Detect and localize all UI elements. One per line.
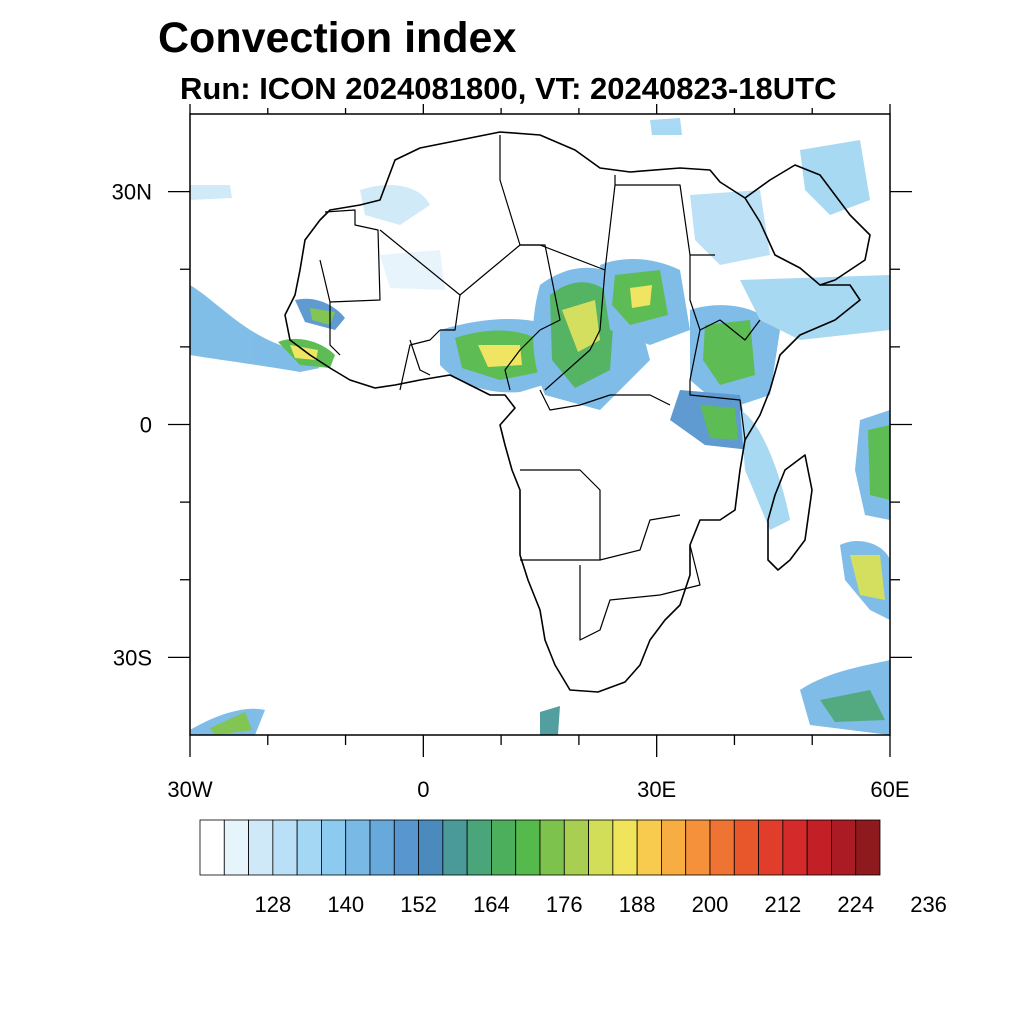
colorbar-swatch [612, 819, 638, 876]
colorbar-swatch [223, 819, 249, 876]
colorbar-label: 188 [619, 892, 656, 917]
chart-title: Convection index [158, 14, 517, 62]
colorbar-swatch [855, 819, 881, 876]
colorbar-swatch [248, 819, 274, 876]
colorbar-swatch [806, 819, 832, 876]
y-tick-label: 30S [113, 645, 152, 670]
colorbar-swatch [321, 819, 347, 876]
colorbar-swatch [588, 819, 614, 876]
colorbar-swatch [831, 819, 857, 876]
y-tick-label: 30N [112, 180, 152, 205]
axis-ticks [168, 104, 912, 757]
colorbar-swatch [782, 819, 808, 876]
colorbar-label: 224 [837, 892, 874, 917]
colorbar-swatch [345, 819, 371, 876]
colorbar-swatch [369, 819, 395, 876]
x-tick-label: 30E [637, 777, 676, 802]
colorbar-swatch [515, 819, 541, 876]
colorbar-label: 212 [764, 892, 801, 917]
axis-tick-labels: 30W 0 30E 60E 30N 0 30S [112, 180, 910, 802]
x-tick-label: 60E [870, 777, 909, 802]
colorbar-label: 200 [692, 892, 729, 917]
colorbar-swatch [685, 819, 711, 876]
colorbar-label: 152 [400, 892, 437, 917]
colorbar-swatch [563, 819, 589, 876]
colorbar-swatch [442, 819, 468, 876]
country-borders [319, 135, 761, 641]
colorbar-swatch [466, 819, 492, 876]
colorbar-swatch [199, 819, 225, 876]
colorbar-swatch [491, 819, 517, 876]
x-tick-label: 30W [167, 777, 212, 802]
map-area [190, 114, 890, 735]
y-tick-label: 0 [140, 413, 152, 438]
colorbar [199, 819, 881, 876]
colorbar-swatch [393, 819, 419, 876]
colorbar-label: 176 [546, 892, 583, 917]
colorbar-swatch [733, 819, 759, 876]
convection-field [190, 118, 890, 735]
colorbar-label: 128 [254, 892, 291, 917]
colorbar-swatch [661, 819, 687, 876]
colorbar-swatch [296, 819, 322, 876]
coastlines [284, 131, 871, 693]
colorbar-swatch [758, 819, 784, 876]
colorbar-swatch [272, 819, 298, 876]
colorbar-swatch [418, 819, 444, 876]
colorbar-label: 164 [473, 892, 510, 917]
x-tick-label: 0 [417, 777, 429, 802]
colorbar-swatch [709, 819, 735, 876]
colorbar-labels: 128 140 152 164 176 188 200 212 224 236 [254, 892, 946, 917]
colorbar-label: 140 [327, 892, 364, 917]
colorbar-label: 236 [910, 892, 947, 917]
colorbar-swatch [636, 819, 662, 876]
colorbar-swatch [539, 819, 565, 876]
chart-subtitle: Run: ICON 2024081800, VT: 20240823-18UTC [180, 71, 837, 106]
